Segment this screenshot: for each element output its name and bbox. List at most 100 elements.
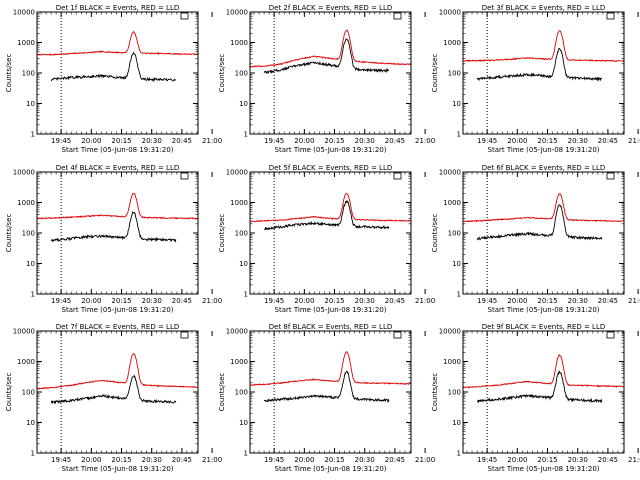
detector-plot-5: Det 5f BLACK = Events, RED = LLD Counts/s… <box>218 164 435 314</box>
legend-box <box>393 12 402 20</box>
x-axis-label: Start Time (05-Jun-08 19:31:20) <box>275 465 387 473</box>
plot-frame <box>36 330 199 454</box>
plot-title: Det 8f BLACK = Events, RED = LLD <box>269 323 392 331</box>
plot-frame <box>249 330 412 454</box>
y-tick-label: 1 <box>244 450 248 458</box>
y-tick-label: 10 <box>452 260 461 268</box>
y-tick-label: 1000 <box>17 199 35 207</box>
plot-frame <box>249 11 412 135</box>
x-tick-label: 20:15 <box>111 137 131 145</box>
x-tick-label: 19:45 <box>477 137 497 145</box>
x-tick-label: 20:30 <box>355 137 375 145</box>
detector-plot-9: Det 9f BLACK = Events, RED = LLD Counts/s… <box>431 323 640 473</box>
x-tick-label: 20:15 <box>111 297 131 305</box>
detector-plot-8: Det 8f BLACK = Events, RED = LLD Counts/s… <box>218 323 435 473</box>
series-events-line <box>50 374 177 405</box>
y-tick-label: 100 <box>22 389 35 397</box>
x-tick-label: 20:00 <box>81 137 101 145</box>
x-tick-label: 20:15 <box>324 297 344 305</box>
legend-box <box>393 331 402 339</box>
y-tick-label: 1000 <box>230 358 248 366</box>
y-tick-label: 100 <box>448 389 461 397</box>
x-tick-label: 20:00 <box>294 137 314 145</box>
series-lld-line <box>36 30 199 56</box>
legend-box <box>393 172 402 180</box>
y-tick-label: 1 <box>457 450 461 458</box>
x-tick-label: 20:30 <box>142 297 162 305</box>
y-axis-label: Counts/sec <box>5 54 13 93</box>
y-tick-label: 10000 <box>13 328 35 336</box>
plot-title: Det 7f BLACK = Events, RED = LLD <box>56 323 179 331</box>
x-tick-label: 20:00 <box>294 297 314 305</box>
x-tick-label: 19:45 <box>51 456 71 464</box>
x-tick-label: 20:45 <box>385 137 405 145</box>
plot-frame <box>36 11 199 135</box>
y-tick-label: 10000 <box>13 169 35 177</box>
plot-title: Det 2f BLACK = Events, RED = LLD <box>269 4 392 12</box>
legend-box <box>180 331 189 339</box>
x-tick-label: 20:15 <box>324 137 344 145</box>
y-axis-label: Counts/sec <box>431 214 439 253</box>
y-tick-label: 10000 <box>226 169 248 177</box>
y-tick-label: 1000 <box>443 39 461 47</box>
y-axis-label: Counts/sec <box>218 373 226 412</box>
x-tick-label: 20:15 <box>111 456 131 464</box>
x-tick-label: 20:30 <box>355 297 375 305</box>
x-tick-label: 20:00 <box>507 297 527 305</box>
y-tick-label: 10000 <box>226 9 248 17</box>
y-tick-label: 1000 <box>443 199 461 207</box>
y-tick-label: 100 <box>448 70 461 78</box>
y-tick-label: 1000 <box>17 39 35 47</box>
y-axis-label: Counts/sec <box>5 373 13 412</box>
plot-title: Det 3f BLACK = Events, RED = LLD <box>482 4 605 12</box>
y-tick-label: 100 <box>235 70 248 78</box>
legend-box <box>606 331 615 339</box>
detector-plot-3: Det 3f BLACK = Events, RED = LLD Counts/s… <box>431 4 640 154</box>
x-tick-label: 19:45 <box>477 297 497 305</box>
x-axis-label: Start Time (05-Jun-08 19:31:20) <box>62 306 174 314</box>
y-tick-label: 1000 <box>443 358 461 366</box>
x-tick-label: 20:30 <box>568 297 588 305</box>
y-tick-label: 100 <box>22 70 35 78</box>
x-tick-label: 20:45 <box>172 137 192 145</box>
x-tick-label: 21:00 <box>628 137 640 145</box>
series-events-line <box>476 47 603 82</box>
y-axis-label: Counts/sec <box>218 214 226 253</box>
plot-title: Det 9f BLACK = Events, RED = LLD <box>482 323 605 331</box>
x-tick-label: 20:15 <box>537 297 557 305</box>
y-tick-label: 10 <box>452 100 461 108</box>
y-tick-label: 1 <box>244 291 248 299</box>
x-tick-label: 19:45 <box>264 137 284 145</box>
plot-title: Det 5f BLACK = Events, RED = LLD <box>269 164 392 172</box>
y-tick-label: 10000 <box>439 9 461 17</box>
x-tick-label: 20:30 <box>142 137 162 145</box>
series-lld-line <box>249 29 412 68</box>
y-tick-label: 10000 <box>439 169 461 177</box>
detector-plot-7: Det 7f BLACK = Events, RED = LLD Counts/s… <box>5 323 222 473</box>
x-tick-label: 21:00 <box>415 297 435 305</box>
x-tick-label: 20:30 <box>568 456 588 464</box>
plot-frame <box>462 11 625 135</box>
y-tick-label: 1000 <box>17 358 35 366</box>
x-axis-label: Start Time (05-Jun-08 19:31:20) <box>275 306 387 314</box>
y-tick-label: 10000 <box>13 9 35 17</box>
x-tick-label: 20:00 <box>294 456 314 464</box>
plot-frame <box>462 330 625 454</box>
y-tick-label: 100 <box>235 230 248 238</box>
x-axis-label: Start Time (05-Jun-08 19:31:20) <box>488 146 600 154</box>
plot-frame <box>36 171 199 295</box>
y-tick-label: 10 <box>239 419 248 427</box>
x-tick-label: 20:45 <box>598 137 618 145</box>
x-axis-label: Start Time (05-Jun-08 19:31:20) <box>488 306 600 314</box>
series-lld-line <box>36 353 199 390</box>
plot-frame <box>462 171 625 295</box>
y-tick-label: 10000 <box>226 328 248 336</box>
x-tick-label: 21:00 <box>202 137 222 145</box>
y-tick-label: 100 <box>22 230 35 238</box>
y-tick-label: 1000 <box>230 199 248 207</box>
plot-frame <box>249 171 412 295</box>
y-tick-label: 10 <box>26 100 35 108</box>
series-events-line <box>476 203 603 241</box>
x-tick-label: 21:00 <box>415 137 435 145</box>
x-tick-label: 21:00 <box>628 297 640 305</box>
